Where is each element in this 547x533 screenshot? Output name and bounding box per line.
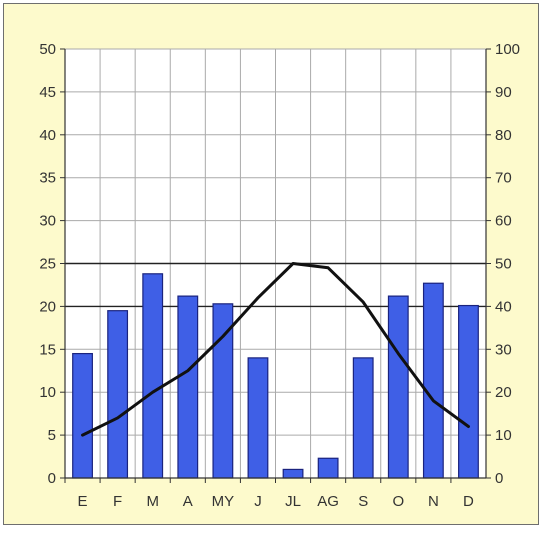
left-tick-label: 30 (39, 213, 56, 230)
category-label: JL (285, 493, 301, 510)
category-label: AG (317, 493, 339, 510)
right-tick-label: 0 (495, 470, 503, 487)
left-tick-label: 15 (39, 341, 56, 358)
bar-JL (282, 468, 304, 479)
right-tick-label: 80 (495, 127, 512, 144)
left-axis-ticks: 0 5 10 15 20 25 30 35 40 45 50 (39, 41, 65, 487)
bar-D (458, 304, 479, 479)
right-axis-ticks: 0 10 20 30 40 50 60 70 80 90 100 (486, 41, 520, 487)
left-tick-label: 0 (48, 470, 56, 487)
left-tick-label: 10 (39, 384, 56, 401)
left-tick-label: 45 (39, 84, 56, 101)
bar-A (177, 295, 199, 479)
line-series (81, 262, 470, 437)
climate-chart: 0 5 10 15 20 25 30 35 40 45 50 0 10 20 30 40 50 60 70 80 90… (39, 41, 520, 510)
category-axis-labels: E F M A MY J JL AG S O N D (64, 478, 474, 510)
bar-M (142, 273, 164, 479)
category-label: S (358, 493, 368, 510)
chart-panel: 0 5 10 15 20 25 30 35 40 45 50 0 10 20 30 40 50 60 70 80 90… (3, 3, 539, 525)
bar-E (72, 352, 93, 479)
left-tick-label: 20 (39, 298, 56, 315)
category-label: E (78, 493, 88, 510)
category-label: MY (212, 493, 235, 510)
right-tick-label: 50 (495, 256, 512, 273)
left-tick-label: 25 (39, 256, 56, 273)
line-path (81, 262, 470, 437)
right-tick-label: 100 (495, 41, 520, 58)
left-tick-label: 5 (48, 427, 56, 444)
bar-AG (317, 457, 339, 479)
right-tick-label: 20 (495, 384, 512, 401)
right-tick-label: 40 (495, 298, 512, 315)
category-label: F (113, 493, 122, 510)
category-label: J (254, 493, 262, 510)
category-label: D (463, 493, 474, 510)
bar-N (422, 282, 444, 479)
category-label: O (392, 493, 404, 510)
bar-S (352, 357, 374, 479)
right-tick-label: 10 (495, 427, 512, 444)
left-tick-label: 35 (39, 170, 56, 187)
left-tick-label: 50 (39, 41, 56, 58)
left-tick-label: 40 (39, 127, 56, 144)
bar-O (387, 295, 409, 479)
category-label: A (183, 493, 193, 510)
category-label: M (146, 493, 159, 510)
right-tick-label: 70 (495, 170, 512, 187)
right-tick-label: 60 (495, 213, 512, 230)
grid (64, 48, 487, 479)
right-tick-label: 90 (495, 84, 512, 101)
bar-J (247, 357, 269, 479)
category-label: N (428, 493, 439, 510)
bar-F (107, 310, 129, 479)
right-tick-label: 30 (495, 341, 512, 358)
